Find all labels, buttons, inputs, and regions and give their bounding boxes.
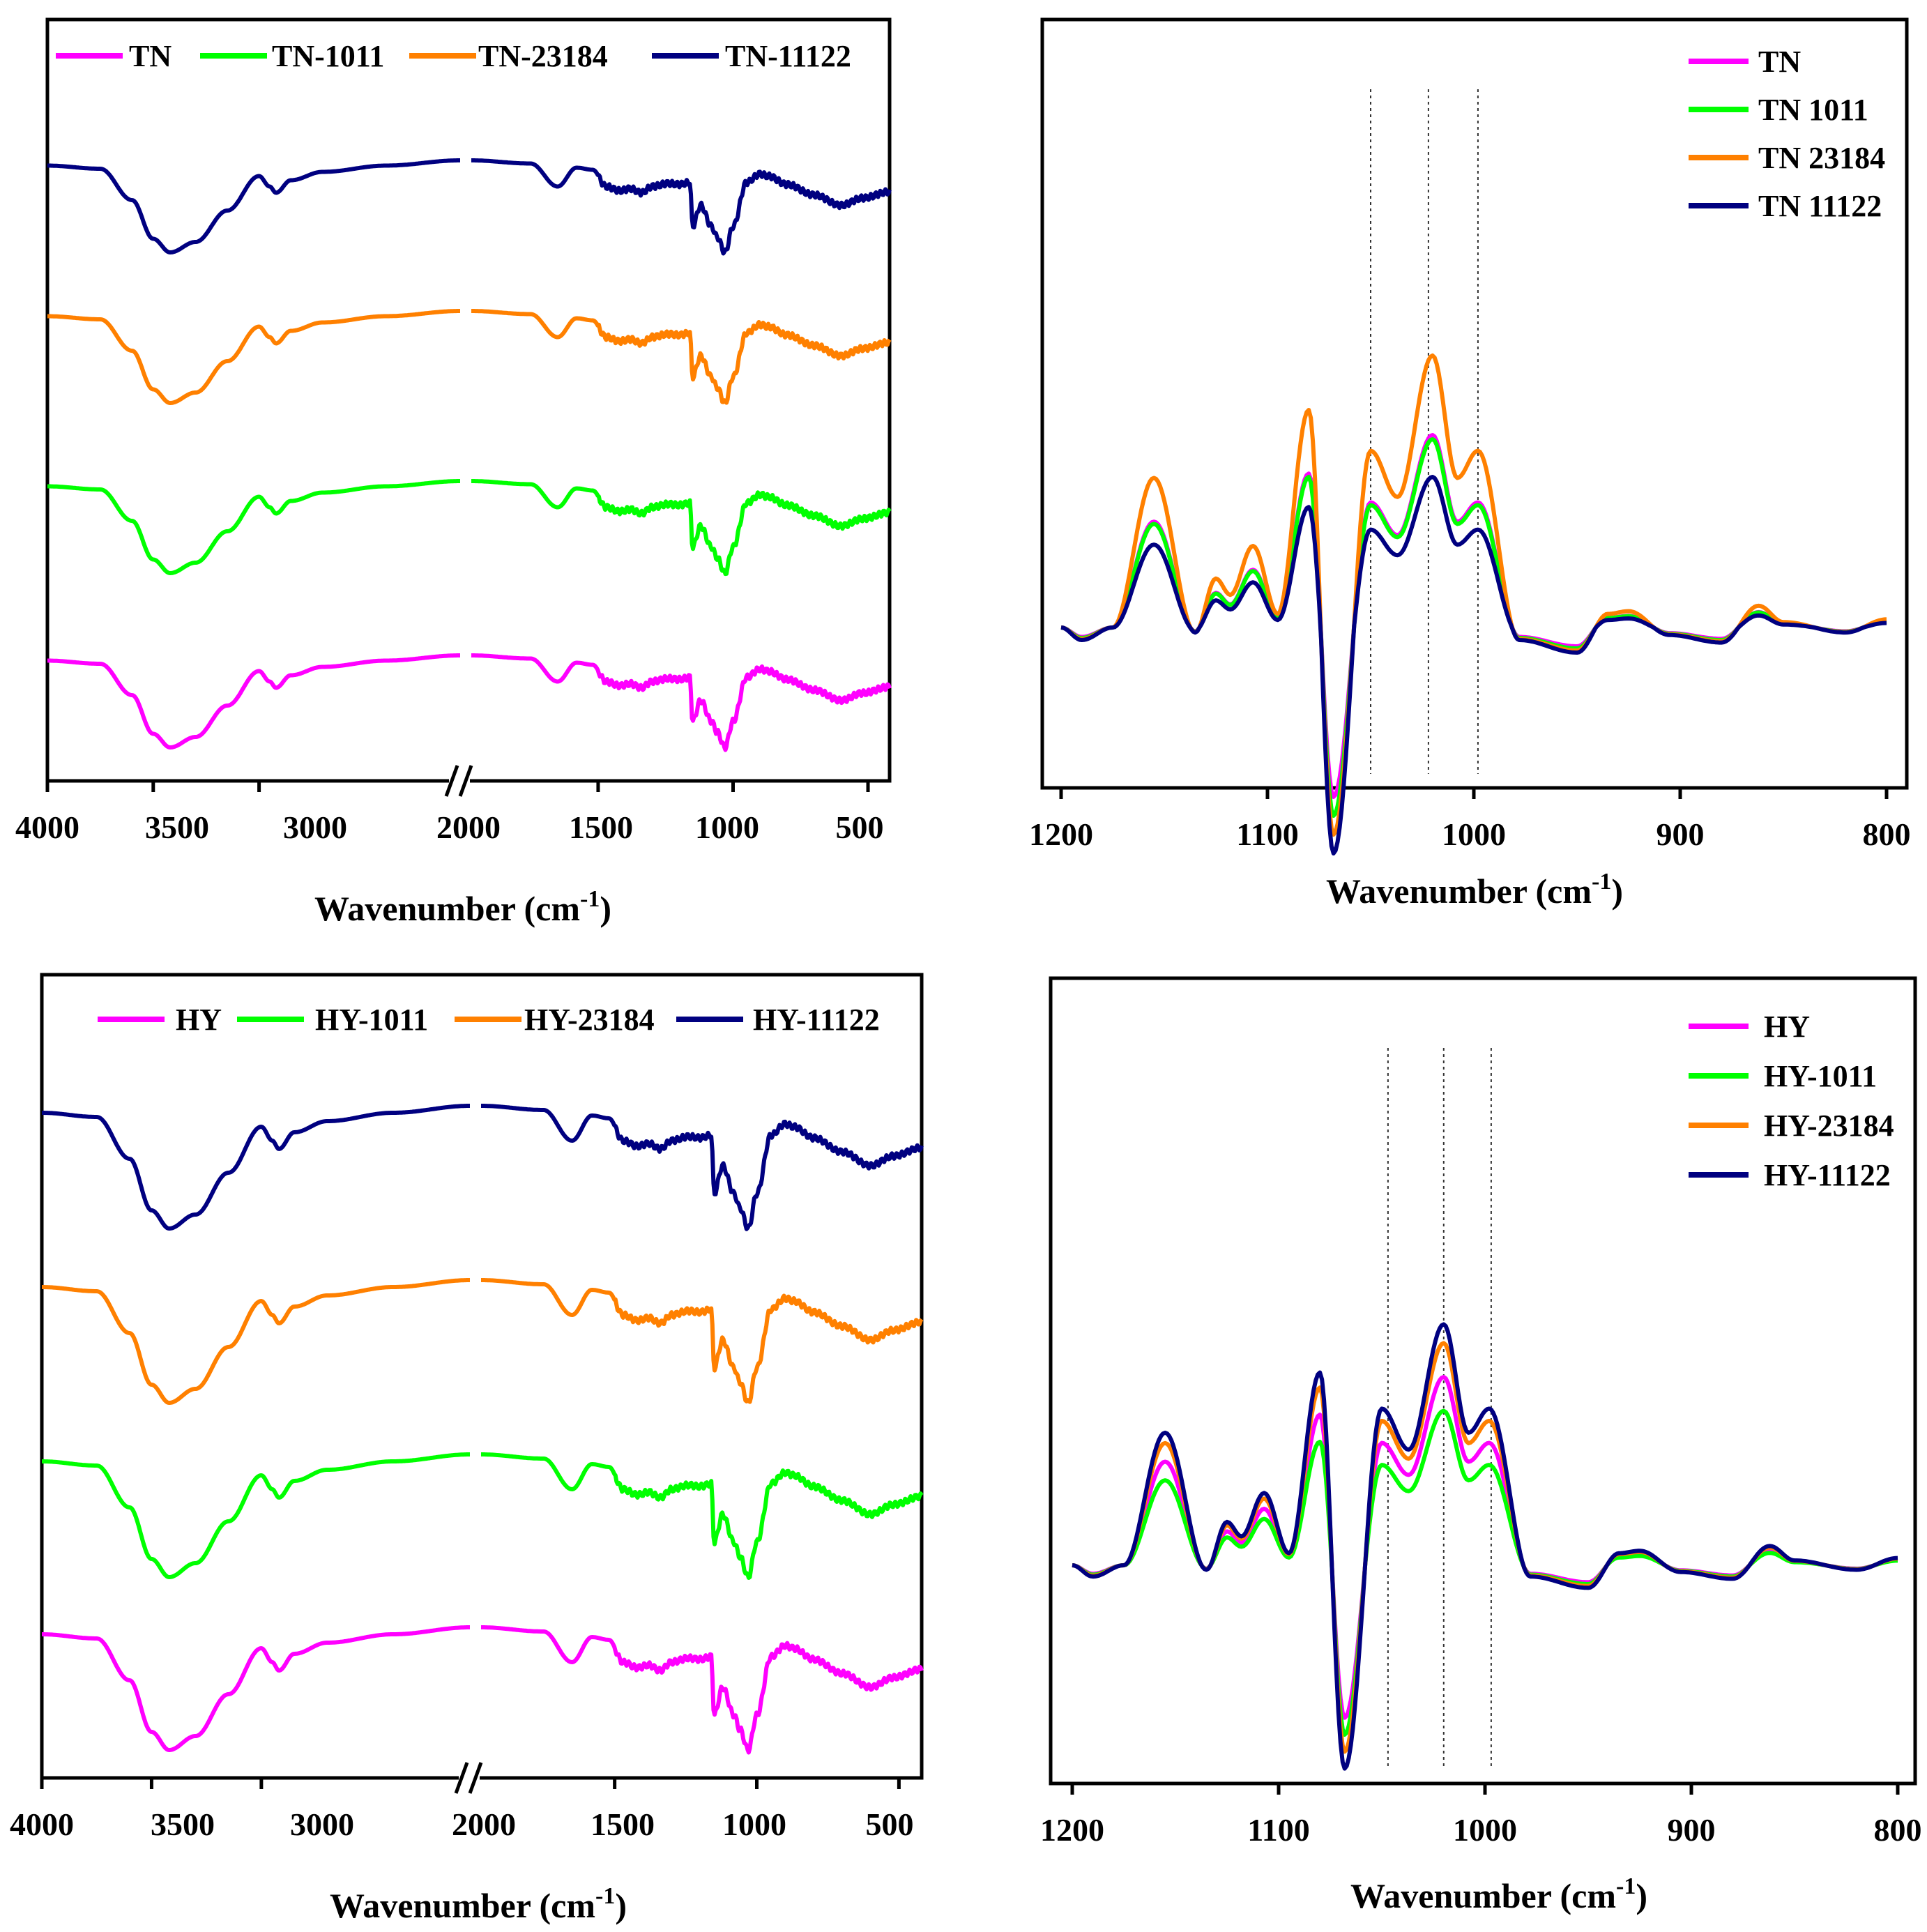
panel-bottom-left: 4000 3500 3000 2000 1500 1000 500 Wavenu… [10, 973, 924, 1925]
legend-label: HY [1764, 1010, 1810, 1044]
tick-label: 3000 [290, 1807, 354, 1842]
tick-label: 1000 [722, 1807, 786, 1842]
tick-label: 1100 [1236, 816, 1298, 852]
legend-label: HY-11122 [753, 1003, 880, 1037]
series-line-TN-1011 [470, 479, 892, 577]
reference-lines [1370, 89, 1479, 774]
tick-label: 2000 [452, 1807, 516, 1842]
legend: HY HY-1011 HY-23184 HY-11122 [1689, 1010, 1894, 1192]
tick-label: 1000 [695, 809, 759, 845]
series-line-HY [480, 1625, 924, 1755]
legend: HY HY-1011 HY-23184 HY-11122 [98, 1003, 880, 1037]
legend-label: HY [176, 1003, 222, 1037]
tick-label: 900 [1668, 1812, 1716, 1848]
plot-frame [1040, 17, 1909, 790]
series-line-HY-11122 [480, 1104, 924, 1231]
series-line-TN-23184 [1060, 353, 1887, 837]
panel-top-right: 1200 1100 1000 900 800 Wavenumber (cm-1)… [1029, 17, 1911, 911]
series-line-HY [40, 1625, 471, 1752]
tick-label: 4000 [15, 809, 79, 845]
plot-frame [1049, 976, 1917, 1786]
series-line-TN-11122 [46, 158, 462, 254]
axis-break-marks [454, 1762, 483, 1794]
series-line-HY-11122 [1072, 1322, 1898, 1771]
series-line-TN-11122 [1060, 475, 1887, 855]
tick-label: 1200 [1040, 1812, 1104, 1848]
series-line-HY-1011 [1072, 1408, 1898, 1737]
tick-label: 800 [1874, 1812, 1922, 1848]
tick-label: 4000 [10, 1807, 74, 1842]
series-line-TN [470, 653, 892, 752]
x-axis-title: Wavenumber (cm-1) [1326, 869, 1623, 911]
x-axis-ticks [45, 781, 870, 792]
series-line-HY-23184 [40, 1278, 471, 1405]
tick-label: 1200 [1029, 816, 1093, 852]
legend-label: TN [1758, 45, 1801, 79]
tick-label: 1000 [1442, 816, 1506, 852]
panel-top-left: 4000 3500 3000 2000 1500 1000 500 Wavenu… [15, 17, 892, 928]
series-lines [1060, 353, 1887, 855]
tick-label: 900 [1656, 816, 1705, 852]
tick-label: 1000 [1453, 1812, 1517, 1848]
legend: TN TN 1011 TN 23184 TN 11122 [1689, 45, 1885, 223]
panel-bottom-right: 1200 1100 1000 900 800 Wavenumber (cm-1)… [1040, 976, 1922, 1915]
tick-label: 1500 [569, 809, 633, 845]
series-line-TN [46, 653, 462, 750]
tick-label: 500 [836, 809, 884, 845]
legend-label: TN-11122 [725, 39, 851, 73]
legend-label: TN 23184 [1758, 141, 1885, 175]
x-axis-ticks [40, 1778, 901, 1789]
series-line-TN-11122 [470, 158, 892, 256]
series-line-HY-23184 [480, 1278, 924, 1404]
tick-label: 500 [866, 1807, 914, 1842]
legend-label: TN 11122 [1758, 189, 1882, 223]
series-line-HY-1011 [40, 1452, 471, 1579]
legend-label: HY-23184 [1764, 1109, 1894, 1143]
legend-label: HY-1011 [315, 1003, 428, 1037]
legend-label: HY-23184 [524, 1003, 655, 1037]
x-axis-title: Wavenumber (cm-1) [314, 886, 611, 928]
series-lines [40, 1104, 924, 1755]
legend-label: TN 1011 [1758, 93, 1868, 127]
legend-label: HY-1011 [1764, 1059, 1877, 1093]
legend-label: TN-23184 [478, 39, 608, 73]
series-line-HY-1011 [480, 1452, 924, 1580]
series-line-TN-23184 [470, 309, 892, 405]
reference-lines [1387, 1048, 1492, 1770]
plot-frame [40, 973, 924, 1780]
series-line-TN-1011 [1060, 437, 1887, 818]
x-axis-title: Wavenumber (cm-1) [330, 1883, 627, 1925]
legend: TN TN-1011 TN-23184 TN-11122 [56, 39, 851, 73]
legend-label: TN [129, 39, 172, 73]
x-axis-title: Wavenumber (cm-1) [1350, 1873, 1647, 1915]
tick-label: 3000 [283, 809, 347, 845]
x-axis-ticks [1059, 788, 1889, 799]
axis-break-marks [444, 765, 473, 797]
legend-label: HY-11122 [1764, 1158, 1891, 1192]
legend-label: TN-1011 [272, 39, 384, 73]
series-line-HY-11122 [40, 1104, 471, 1231]
tick-label: 3500 [145, 809, 209, 845]
tick-label: 1500 [591, 1807, 655, 1842]
series-lines [46, 158, 892, 752]
series-line-TN-23184 [46, 309, 462, 405]
tick-label: 800 [1863, 816, 1911, 852]
series-line-TN-1011 [46, 479, 462, 575]
series-lines [1072, 1322, 1898, 1771]
tick-label: 3500 [151, 1807, 215, 1842]
tick-label: 2000 [436, 809, 501, 845]
x-axis-ticks [1070, 1783, 1900, 1795]
tick-label: 1100 [1247, 1812, 1309, 1848]
